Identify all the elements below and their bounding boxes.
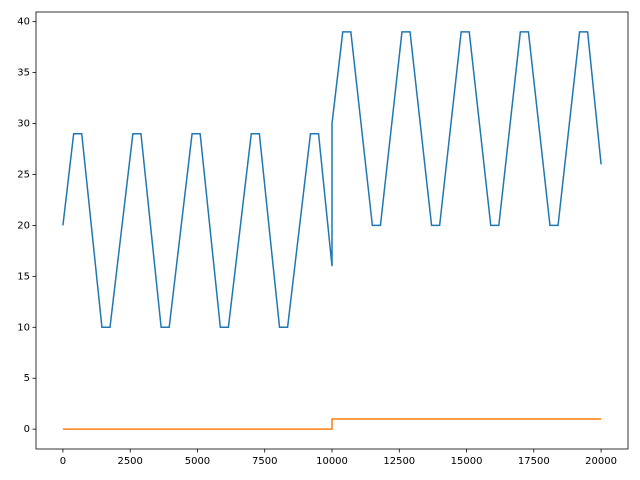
x-tick-label: 20000 (585, 456, 617, 467)
y-tick-label: 20 (17, 220, 30, 231)
x-tick-label: 15000 (451, 456, 483, 467)
x-tick-label: 0 (60, 456, 66, 467)
y-tick-label: 5 (24, 373, 30, 384)
x-tick-label: 17500 (518, 456, 550, 467)
x-tick-label: 2500 (117, 456, 142, 467)
x-tick-label: 12500 (383, 456, 415, 467)
y-tick-label: 35 (17, 68, 30, 79)
y-tick-label: 10 (17, 322, 30, 333)
y-tick-label: 30 (17, 119, 30, 130)
x-tick-label: 5000 (185, 456, 210, 467)
x-tick-label: 10000 (316, 456, 348, 467)
y-tick-label: 15 (17, 271, 30, 282)
y-tick-label: 25 (17, 169, 30, 180)
y-tick-label: 40 (17, 17, 30, 28)
series-line (62, 31, 602, 329)
x-tick-label: 7500 (252, 456, 277, 467)
series-line (62, 418, 602, 430)
y-tick-label: 0 (24, 424, 30, 435)
